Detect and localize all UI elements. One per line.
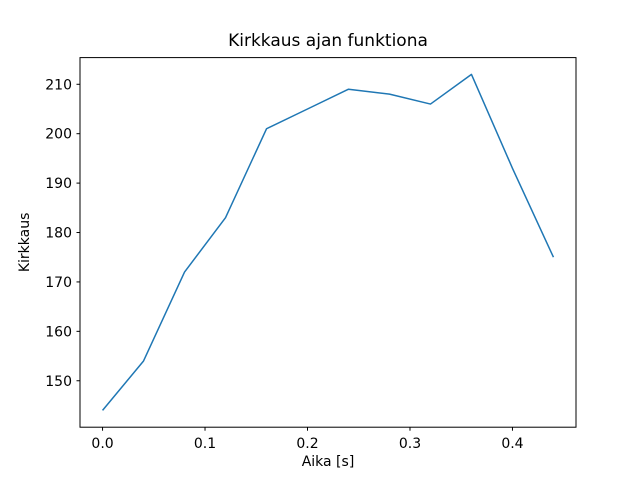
y-tick-label: 180 [45, 226, 72, 242]
x-tick-label: 0.1 [194, 436, 216, 452]
y-tick-label: 160 [45, 324, 72, 340]
x-axis-label: Aika [s] [302, 454, 355, 470]
y-axis-label: Kirkkaus [17, 213, 33, 273]
y-axis-ticks: 150 160 170 180 190 200 210 [45, 77, 80, 390]
y-tick-label: 210 [45, 77, 72, 93]
x-tick-label: 0.3 [399, 436, 421, 452]
x-tick-label: 0.2 [296, 436, 318, 452]
x-tick-label: 0.4 [501, 436, 523, 452]
chart-title: Kirkkaus ajan funktiona [228, 31, 428, 51]
x-axis-ticks: 0.0 0.1 0.2 0.3 0.4 [91, 427, 524, 452]
y-tick-label: 170 [45, 275, 72, 291]
x-tick-label: 0.0 [91, 436, 113, 452]
y-tick-label: 150 [45, 374, 72, 390]
plot-area-frame [79, 57, 577, 428]
data-line-series [101, 73, 555, 411]
y-tick-label: 200 [45, 127, 72, 143]
y-tick-label: 190 [45, 176, 72, 192]
